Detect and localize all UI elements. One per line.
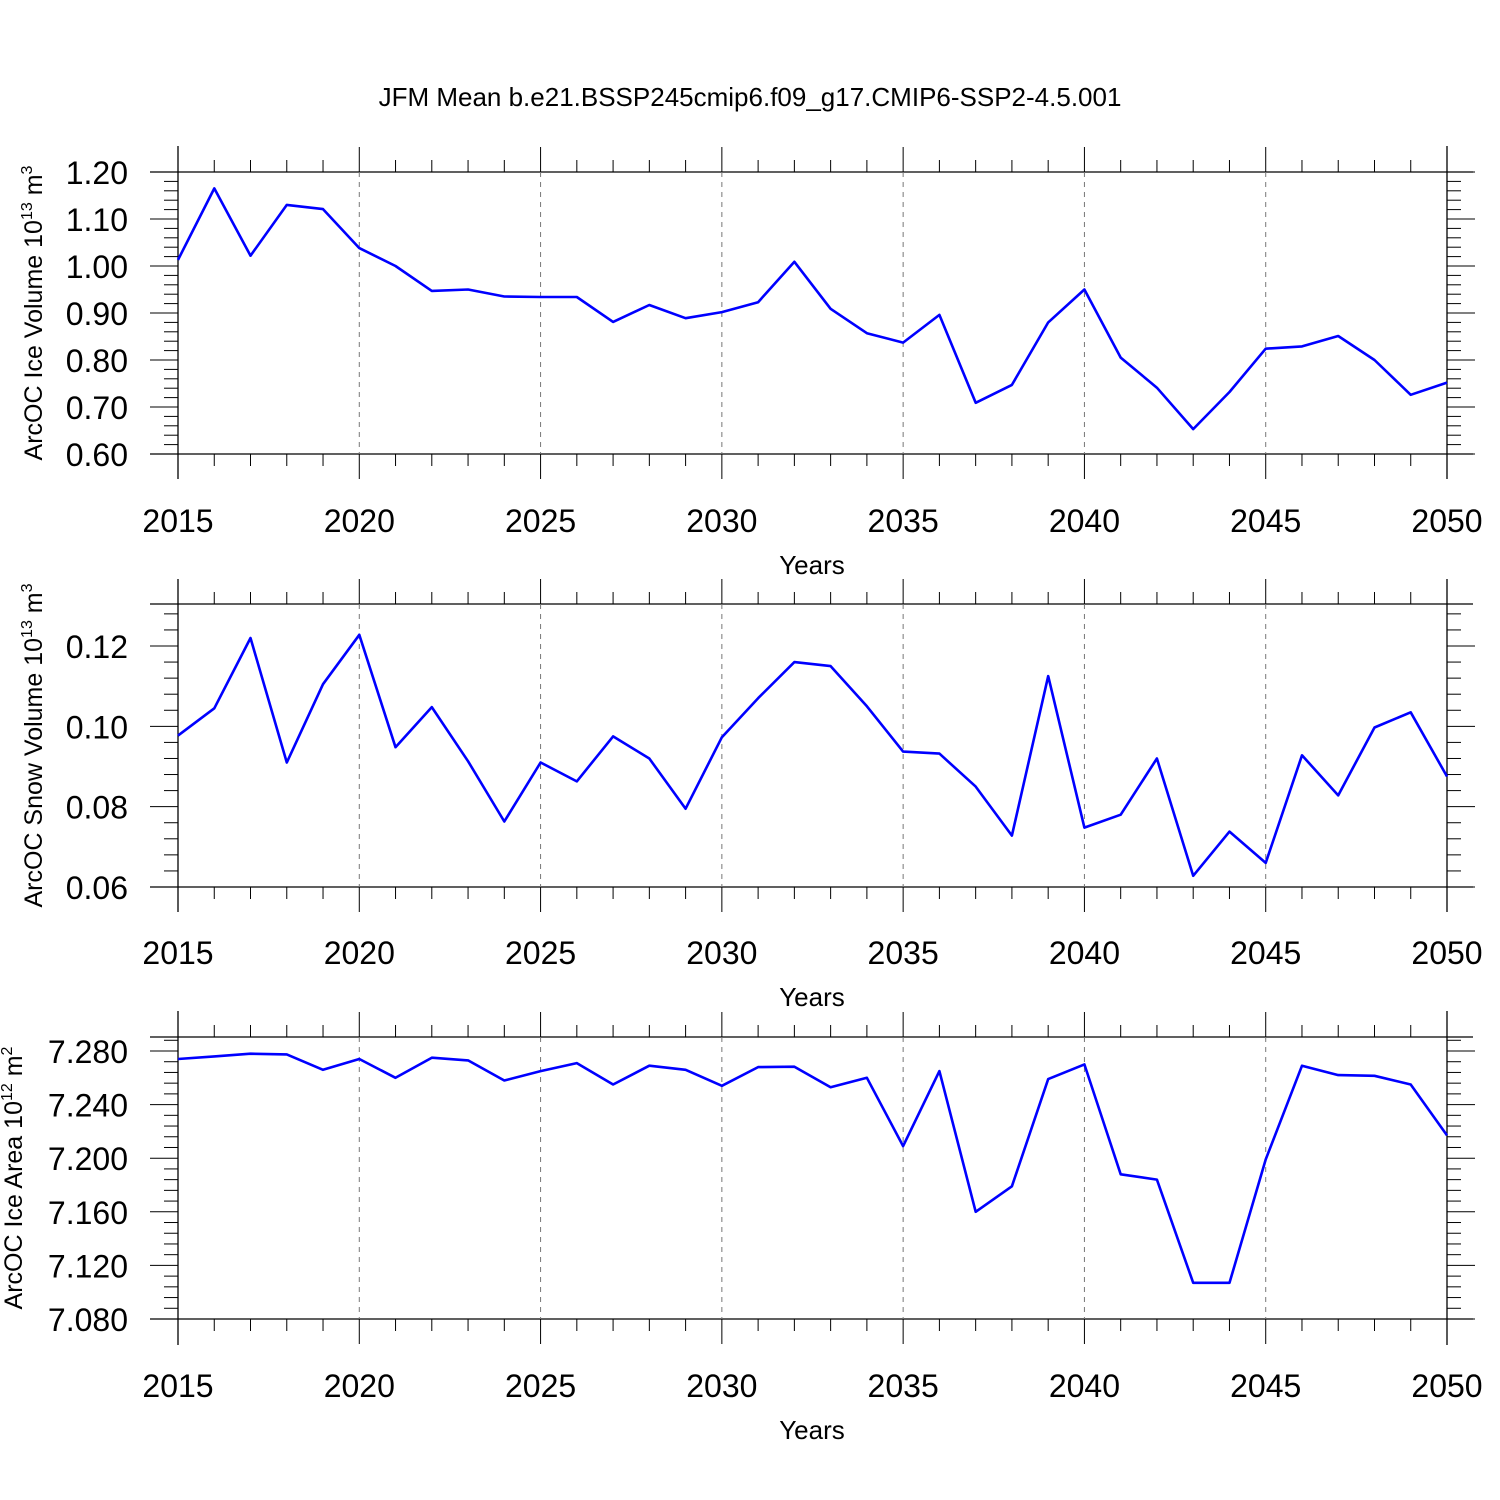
y-tick-label: 0.10 — [66, 709, 128, 745]
y-axis-title: ArcOC Ice Volume 1013 m3 — [19, 165, 48, 460]
x-tick-label: 2020 — [324, 503, 395, 539]
figure-title: JFM Mean b.e21.BSSP245cmip6.f09_g17.CMIP… — [379, 82, 1122, 112]
x-tick-label: 2045 — [1230, 935, 1301, 971]
x-tick-label: 2025 — [505, 1368, 576, 1404]
x-axis-title: Years — [779, 550, 845, 580]
x-axis-title: Years — [779, 982, 845, 1012]
y-axis-title: ArcOC Ice Area 1012 m2 — [0, 1046, 28, 1309]
x-tick-label: 2040 — [1049, 935, 1120, 971]
x-tick-label: 2020 — [324, 1368, 395, 1404]
y-tick-label: 7.080 — [48, 1302, 128, 1338]
x-tick-label: 2050 — [1411, 935, 1482, 971]
panel-snow-volume: 2015 2020 2025 2030 2035 2040 2045 2050 Years 0.0… — [19, 579, 1483, 1012]
panel-ice-volume: 2015 2020 2025 2030 2035 2040 2045 2050 Years 0.6… — [19, 146, 1483, 580]
y-tick-label: 7.240 — [48, 1088, 128, 1124]
panel-ice-area: 2015 2020 2025 2030 2035 2040 2045 2050 Years 7.0… — [0, 1011, 1483, 1445]
x-tick-label: 2015 — [142, 1368, 213, 1404]
y-tick-label: 0.60 — [66, 437, 128, 473]
x-axis-title: Years — [779, 1415, 845, 1445]
series-line — [177, 1052, 1449, 1285]
x-tick-label: 2030 — [686, 503, 757, 539]
x-tick-label: 2025 — [505, 503, 576, 539]
y-tick-label: 0.06 — [66, 870, 128, 906]
y-axis-title: ArcOC Snow Volume 1013 m3 — [19, 583, 48, 907]
x-tick-label: 2015 — [142, 503, 213, 539]
x-tick-label: 2050 — [1411, 503, 1482, 539]
y-tick-label: 1.10 — [66, 202, 128, 238]
y-tick-label: 1.20 — [66, 155, 128, 191]
x-tick-label: 2030 — [686, 1368, 757, 1404]
x-tick-label: 2035 — [868, 1368, 939, 1404]
y-tick-label: 7.200 — [48, 1141, 128, 1177]
series-line — [176, 187, 1448, 431]
x-tick-label: 2035 — [868, 935, 939, 971]
x-tick-label: 2015 — [142, 935, 213, 971]
x-tick-label: 2025 — [505, 935, 576, 971]
series-line — [177, 633, 1449, 878]
x-tick-label: 2040 — [1049, 1368, 1120, 1404]
y-tick-label: 7.280 — [48, 1034, 128, 1070]
x-tick-label: 2035 — [868, 503, 939, 539]
x-tick-label: 2045 — [1230, 1368, 1301, 1404]
x-tick-label: 2040 — [1049, 503, 1120, 539]
y-tick-label: 0.08 — [66, 790, 128, 826]
y-tick-label: 0.80 — [66, 343, 128, 379]
x-tick-label: 2030 — [686, 935, 757, 971]
x-tick-label: 2045 — [1230, 503, 1301, 539]
y-tick-label: 0.90 — [66, 296, 128, 332]
y-tick-label: 0.70 — [66, 390, 128, 426]
x-tick-label: 2020 — [324, 935, 395, 971]
y-tick-label: 7.160 — [48, 1195, 128, 1231]
y-tick-label: 7.120 — [48, 1248, 128, 1284]
y-tick-label: 1.00 — [66, 249, 128, 285]
x-tick-label: 2050 — [1411, 1368, 1482, 1404]
y-tick-label: 0.12 — [66, 629, 128, 665]
